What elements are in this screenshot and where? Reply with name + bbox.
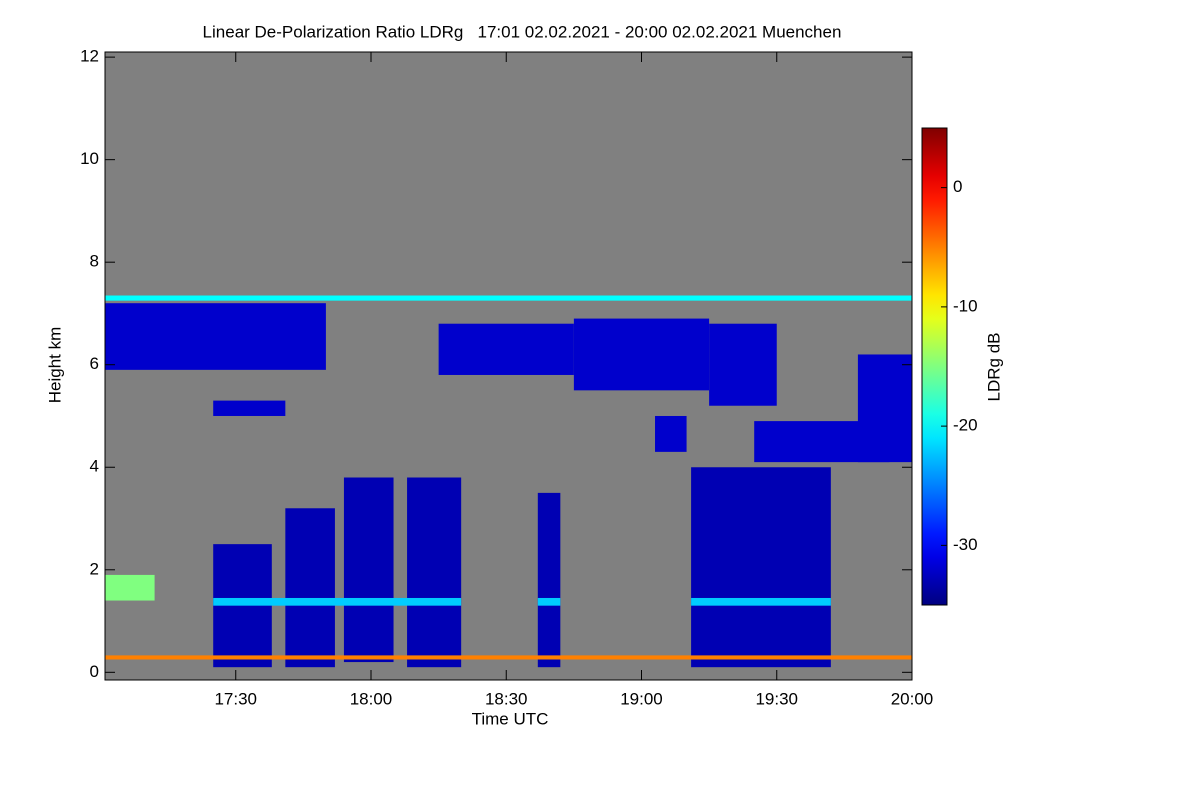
y-tick-label: 0	[90, 662, 99, 681]
y-axis-label: Height km	[45, 327, 64, 404]
data-region	[573, 318, 710, 391]
x-tick-label: 20:00	[891, 689, 934, 708]
x-tick-label: 18:00	[350, 689, 393, 708]
colorbar-tick-label: 0	[953, 177, 962, 196]
colorbar-label: LDRg dB	[984, 333, 1003, 402]
chart-title: Linear De-Polarization Ratio LDRg 17:01 …	[203, 22, 842, 41]
data-region	[857, 354, 912, 463]
colorbar-tick-label: -30	[953, 535, 978, 554]
data-region	[537, 492, 561, 668]
x-tick-label: 18:30	[485, 689, 528, 708]
data-region	[691, 467, 831, 668]
data-region	[537, 597, 561, 606]
data-region	[105, 303, 326, 370]
y-tick-label: 10	[80, 149, 99, 168]
data-region	[655, 415, 687, 452]
colorbar-tick-label: -20	[953, 416, 978, 435]
data-region	[407, 477, 462, 668]
y-tick-label: 12	[80, 47, 99, 66]
data-region	[709, 323, 777, 406]
data-region	[213, 400, 286, 416]
plot-frame	[104, 51, 913, 681]
data-region	[691, 597, 831, 606]
x-tick-label: 19:30	[755, 689, 798, 708]
data-region	[105, 295, 912, 301]
data-region	[438, 323, 574, 375]
data-region	[213, 597, 462, 606]
data-region	[343, 477, 394, 663]
x-tick-label: 17:30	[214, 689, 257, 708]
colorbar-tick-label: -10	[953, 296, 978, 315]
y-tick-label: 6	[90, 354, 99, 373]
y-tick-label: 8	[90, 252, 99, 271]
y-tick-label: 4	[90, 457, 99, 476]
y-tick-label: 2	[90, 559, 99, 578]
colorbar	[921, 127, 948, 606]
x-axis-label: Time UTC	[472, 709, 549, 728]
data-region	[105, 574, 155, 601]
x-tick-label: 19:00	[620, 689, 663, 708]
data-region	[285, 508, 335, 668]
data-region	[105, 655, 912, 660]
